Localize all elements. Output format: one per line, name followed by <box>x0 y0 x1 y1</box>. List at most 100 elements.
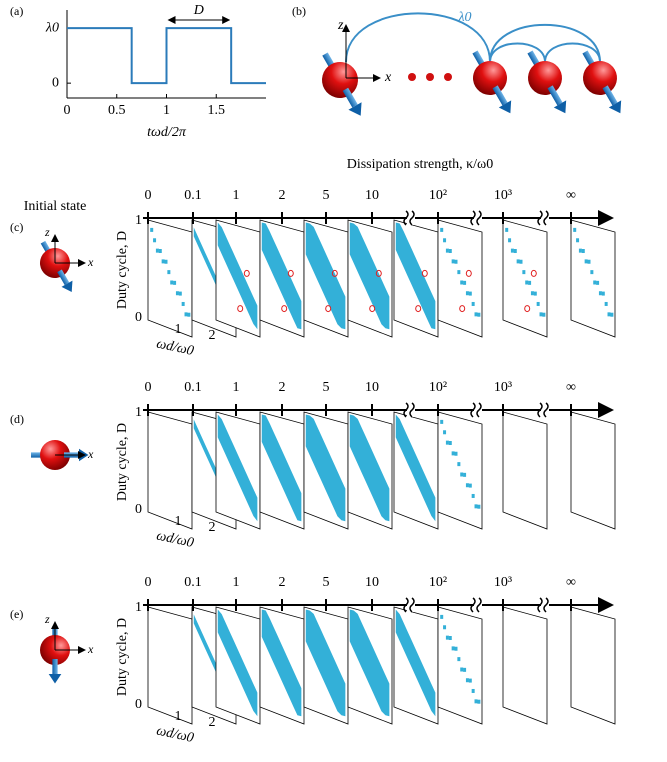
spin <box>582 50 622 114</box>
stable-pixel <box>161 259 165 264</box>
stable-region <box>395 414 436 522</box>
stable-pixel <box>153 238 157 243</box>
kappa-tick-label: ∞ <box>566 575 576 590</box>
spin-sphere <box>322 62 358 98</box>
kappa-tick-label: 10³ <box>494 380 512 395</box>
map-panel <box>570 219 616 338</box>
stable-pixel <box>167 270 171 275</box>
step-line <box>67 27 266 85</box>
axis-label: x <box>87 642 94 656</box>
stable-pixel <box>581 249 585 254</box>
stable-pixel <box>610 312 614 317</box>
map-panel <box>502 219 548 338</box>
y-axis-label: Duty cycle, D <box>115 423 130 501</box>
x-tick-label: 2 <box>209 715 216 730</box>
kappa-tick-label: 5 <box>323 188 330 203</box>
annotation: D <box>193 3 204 18</box>
axis-break <box>470 402 476 418</box>
stable-region <box>217 222 258 330</box>
stable-pixel <box>457 270 461 275</box>
y-tick-label: 1 <box>135 600 142 615</box>
stable-region <box>305 222 346 330</box>
kappa-tick-label: 1 <box>233 188 240 203</box>
stable-pixel <box>158 249 162 254</box>
y-tick-label: 0 <box>52 75 59 90</box>
stable-pixel <box>522 270 526 275</box>
kappa-tick-label: 2 <box>279 188 286 203</box>
stable-pixel <box>465 483 469 488</box>
stable-pixel <box>576 238 580 243</box>
stable-pixel <box>477 504 481 509</box>
axis-label: x <box>87 447 94 461</box>
stable-pixel <box>463 472 467 477</box>
stable-pixel <box>448 636 452 641</box>
axis-break <box>537 210 543 226</box>
x-tick-label: 2 <box>209 520 216 535</box>
stable-pixel <box>528 280 532 285</box>
stable-pixel <box>530 291 534 296</box>
ellipsis-dot <box>408 73 416 81</box>
stable-region <box>261 222 302 330</box>
axis-label: x <box>87 255 94 269</box>
kappa-tick-label: 0.1 <box>184 188 202 203</box>
marker <box>369 305 376 313</box>
axis-break <box>409 597 415 613</box>
stable-pixel <box>443 625 447 630</box>
stable-pixel <box>536 301 540 306</box>
axis-title: Dissipation strength, κ/ω0 <box>347 157 494 172</box>
x-tick-label: 2 <box>209 328 216 343</box>
axis-break <box>403 402 409 418</box>
kappa-tick-label: ∞ <box>566 188 576 203</box>
stable-pixel <box>593 280 597 285</box>
stable-pixel <box>448 249 452 254</box>
axis-break <box>409 402 415 418</box>
x-axis-label: ωd/ω0 <box>155 723 195 746</box>
stable-pixel <box>607 312 611 317</box>
axis-break <box>543 210 549 226</box>
spin-sphere <box>583 61 617 95</box>
axis-break <box>537 402 543 418</box>
x-tick-label: 0.5 <box>108 103 126 118</box>
stable-pixel <box>451 646 455 651</box>
stable-pixel <box>539 312 543 317</box>
spin-sphere <box>473 61 507 95</box>
stable-pixel <box>454 646 458 651</box>
y-tick-label: 1 <box>135 405 142 420</box>
stable-region <box>261 609 302 717</box>
stable-pixel <box>454 259 458 264</box>
x-axis-label: tωd/2π <box>147 125 187 140</box>
panel-label: (b) <box>292 4 306 18</box>
x-tick-label: 1.5 <box>208 103 226 118</box>
stable-pixel <box>533 291 537 296</box>
stable-region <box>395 609 436 717</box>
kappa-tick-label: 0.1 <box>184 575 202 590</box>
spin <box>40 240 73 292</box>
stable-pixel <box>477 312 481 317</box>
coupling-label: λ0 <box>457 10 471 25</box>
stable-pixel <box>542 312 546 317</box>
stable-region <box>217 609 258 717</box>
y-axis-label: Duty cycle, D <box>115 231 130 309</box>
stable-pixel <box>468 483 472 488</box>
stable-pixel <box>454 451 458 456</box>
stable-pixel <box>451 259 455 264</box>
stable-pixel <box>443 430 447 435</box>
stable-pixel <box>451 451 455 456</box>
stable-pixel <box>460 667 464 672</box>
stable-pixel <box>578 248 582 253</box>
axis-label: x <box>384 70 392 85</box>
map-panel <box>502 411 548 530</box>
spin-arrow-head <box>498 100 512 114</box>
stable-pixel <box>465 678 469 683</box>
x-axis-label: ωd/ω0 <box>155 528 195 551</box>
stable-pixel <box>601 291 605 296</box>
kappa-tick-label: 10 <box>365 575 379 590</box>
kappa-tick-label: 10² <box>429 188 447 203</box>
kappa-tick-label: 10² <box>429 380 447 395</box>
axis-label: z <box>337 18 344 33</box>
kappa-tick-label: 0 <box>145 380 152 395</box>
stable-region <box>305 609 346 717</box>
marker <box>331 269 338 277</box>
spin <box>527 50 567 114</box>
axis-break <box>476 597 482 613</box>
